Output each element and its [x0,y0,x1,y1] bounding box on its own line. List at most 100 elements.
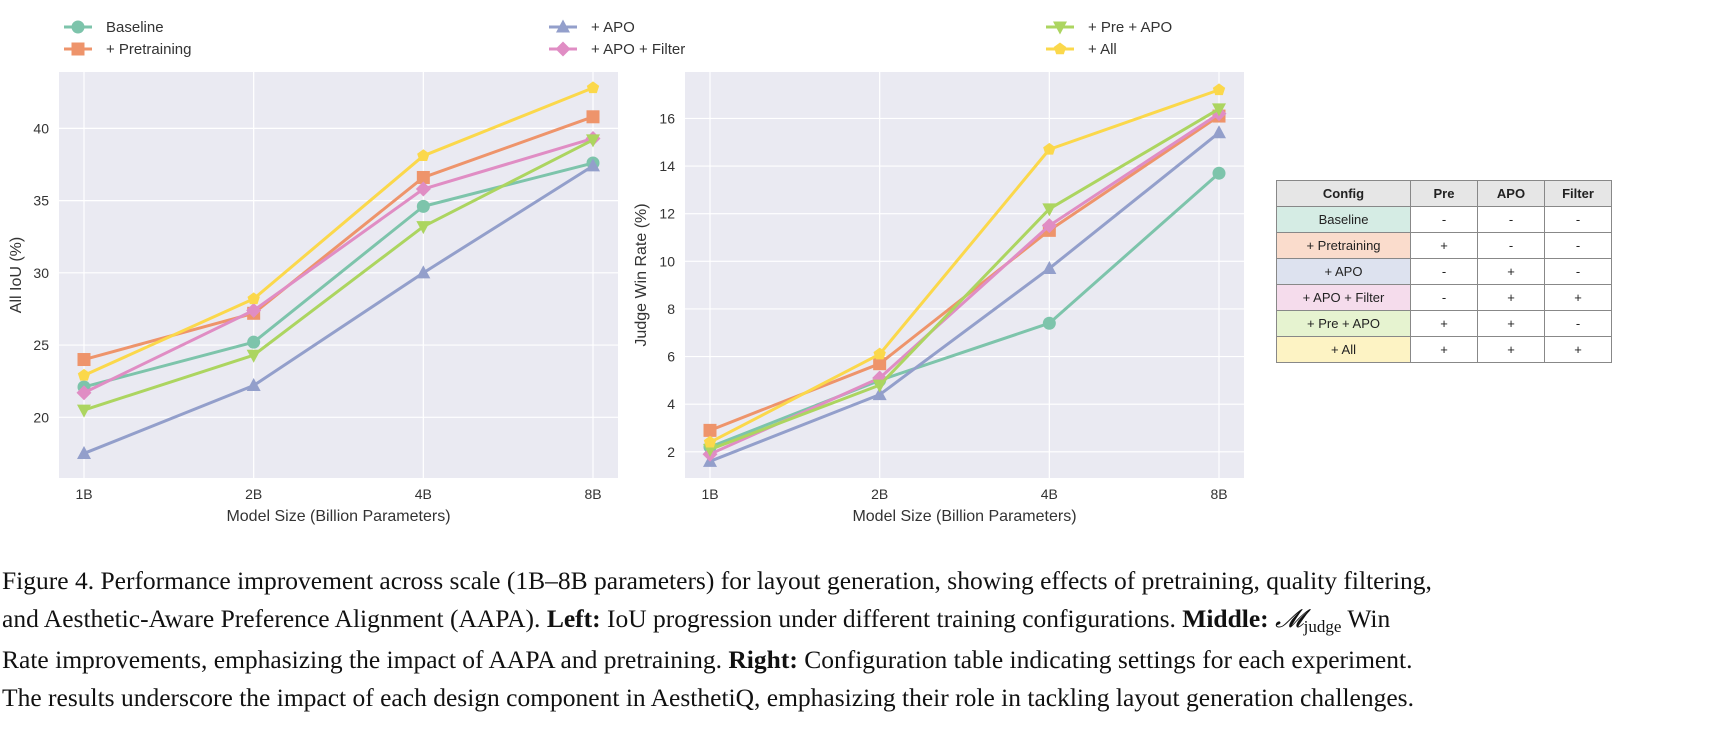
series-line [83,138,594,412]
data-point [416,170,430,184]
y-axis-label: All IoU (%) [8,237,25,313]
figure-panels: Baseline + Pretraining + APO + APO + Filter… [8,19,1612,525]
legend-label: + APO [591,19,635,36]
win-rate-chart: 2 4 6 8 10 12 14 16 1B 2B 4B 8B Model Size (Billion … [633,72,1244,525]
legend-marker [1053,42,1067,55]
x-axis-label: Model Size (Billion Parameters) [852,508,1076,525]
table-cell-config: + All [1276,336,1411,363]
table-cell-pre: - [1410,284,1478,311]
x-axis-label: Model Size (Billion Parameters) [226,508,450,525]
x-tick-label: 2B [245,486,262,502]
caption-line-4: The results underscore the impact of eac… [2,679,1714,717]
table-row: + Pretraining + - - [1276,232,1612,259]
series-line [83,137,594,395]
series-line [709,131,1220,463]
y-tick-label: 6 [667,349,675,365]
y-tick-label: 12 [659,206,675,222]
data-point [247,292,260,305]
y-tick-label: 20 [33,409,49,425]
data-point [872,379,887,393]
table-row: + All + + + [1276,336,1612,363]
legend-entry: Baseline [64,19,164,36]
legend-marker [555,41,571,57]
data-point [246,349,261,363]
data-point [416,221,431,235]
legend-entry: + Pretraining [64,41,191,58]
y-tick-label: 30 [33,265,49,281]
data-point [1212,166,1226,180]
series-pre-apo [77,134,600,418]
legend-label: Baseline [106,19,164,36]
series-line [709,88,1220,444]
config-table-header-row: Config Pre APO Filter [1276,180,1612,207]
table-cell-apo: - [1477,206,1545,233]
data-point [1043,142,1056,155]
x-tick-label: 4B [415,486,432,502]
y-tick-label: 16 [659,110,675,126]
table-cell-config: + Pre + APO [1276,310,1411,337]
table-cell-apo: + [1477,284,1545,311]
header-apo: APO [1477,180,1545,207]
legend-entry: + All [1046,41,1117,58]
table-cell-pre: + [1410,232,1478,259]
table-cell-apo: + [1477,258,1545,285]
legend-entry: + APO + Filter [549,41,685,58]
y-axis-label: Judge Win Rate (%) [633,203,650,346]
caption-middle-label: Middle: [1182,604,1269,633]
y-tick-label: 8 [667,301,675,317]
legend-entry: + APO [549,19,635,36]
caption-text: The results underscore the impact of eac… [2,683,1414,712]
data-point [246,378,261,392]
y-tick-label: 25 [33,337,49,353]
data-point [77,404,91,418]
caption-line-3: Rate improvements, emphasizing the impac… [2,641,1714,679]
table-cell-pre: - [1410,206,1478,233]
data-point [1212,83,1226,96]
x-tick-label: 8B [1210,486,1227,502]
data-point [1042,316,1056,330]
data-point [416,265,431,279]
y-tick-label: 4 [667,396,675,412]
table-cell-pre: + [1410,310,1478,337]
data-point [703,435,717,448]
table-cell-config: + APO [1276,258,1411,285]
caption-left-label: Left: [546,604,601,633]
series-line [83,164,594,455]
table-cell-filter: + [1544,284,1612,311]
data-point [415,181,431,197]
legend-marker [71,20,85,34]
plot-area [685,72,1244,478]
data-point [1041,218,1057,234]
data-point [77,368,91,381]
data-point [1042,203,1057,217]
data-point [586,110,600,124]
caption-text: Configuration table indicating settings … [804,645,1413,674]
table-cell-pre: + [1410,336,1478,363]
charts-canvas: Baseline + Pretraining + APO + APO + Filter… [8,19,1244,525]
caption-text: Rate improvements, emphasizing the impac… [2,645,723,674]
table-cell-apo: - [1477,232,1545,259]
data-point [76,385,92,401]
legend-label: + All [1088,41,1117,58]
header-filter: Filter [1544,180,1612,207]
caption-line-2: and Aesthetic-Aware Preference Alignment… [2,600,1714,641]
y-tick-label: 10 [659,253,675,269]
caption-text: IoU progression under different training… [607,604,1176,633]
y-tick-label: 40 [33,120,49,136]
table-cell-filter: - [1544,206,1612,233]
legend-marker [71,42,85,56]
data-point [77,445,91,459]
data-point [586,81,600,94]
legend-label: + Pretraining [106,41,191,58]
table-cell-filter: - [1544,310,1612,337]
y-tick-label: 14 [659,158,675,174]
legend-label: + Pre + APO [1088,19,1172,36]
config-table: Config Pre APO Filter Baseline - - - + P… [1276,180,1612,363]
data-point [77,353,91,367]
table-cell-filter: - [1544,232,1612,259]
header-config: Config [1276,180,1411,207]
caption-text: Performance improvement across scale (1B… [100,566,1432,595]
table-cell-config: + Pretraining [1276,232,1411,259]
data-point [1212,103,1226,117]
data-point [247,335,261,349]
